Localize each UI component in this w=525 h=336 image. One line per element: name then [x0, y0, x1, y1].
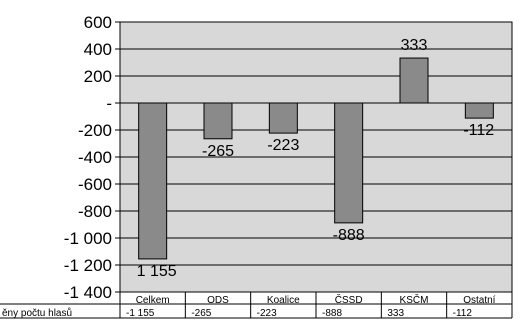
data-label: -265: [202, 143, 234, 160]
bar-čssd: [334, 102, 364, 224]
table-value: -112: [453, 308, 473, 319]
y-tick-label: 400: [84, 40, 112, 59]
y-tick-label: -600: [78, 175, 112, 194]
table-value: 333: [387, 308, 404, 319]
data-label: 333: [401, 37, 428, 54]
category-label: KSČM: [400, 293, 429, 306]
data-label: 1 155: [137, 263, 177, 280]
y-tick-label: -800: [78, 202, 112, 221]
category-label: ODS: [207, 295, 229, 306]
table-value: -1 155: [126, 308, 155, 319]
data-table: Celkem -1 155 ODS -265 Koalice -223 ČSSD -888 KS…: [0, 292, 513, 319]
category-label: ČSSD: [335, 293, 363, 306]
bar-ostatní: [464, 102, 494, 119]
bar-koalice: [268, 102, 298, 134]
bar-celkem: [138, 102, 168, 260]
y-tick-label: -400: [78, 148, 112, 167]
y-axis-ticks: 600 400 200 - -200 -400 -600 -800 -1 000 -1 200 -1…: [64, 13, 112, 302]
data-label: -888: [333, 227, 365, 244]
category-label: Ostatní: [463, 295, 495, 306]
y-tick-label: -1 400: [64, 283, 112, 302]
data-label: -223: [267, 137, 299, 154]
data-labels: 1 155 -265 -223 -888 333 -112: [137, 37, 495, 280]
y-tick-label: -: [106, 94, 112, 113]
data-label: -112: [463, 122, 494, 139]
bar-ods: [203, 102, 233, 140]
table-value: -888: [322, 308, 342, 319]
table-value: -265: [191, 308, 211, 319]
y-tick-label: -1 200: [64, 256, 112, 275]
table-row-header: ěny počtu hlasů: [2, 307, 72, 319]
table-value: -223: [257, 308, 277, 319]
category-label: Celkem: [136, 295, 170, 306]
y-tick-label: 200: [84, 67, 112, 86]
y-tick-label: -200: [78, 121, 112, 140]
category-label: Koalice: [267, 295, 300, 306]
y-tick-label: 600: [84, 13, 112, 32]
bars: [138, 57, 494, 260]
bar-ksčm: [399, 57, 429, 104]
y-tick-label: -1 000: [64, 229, 112, 248]
